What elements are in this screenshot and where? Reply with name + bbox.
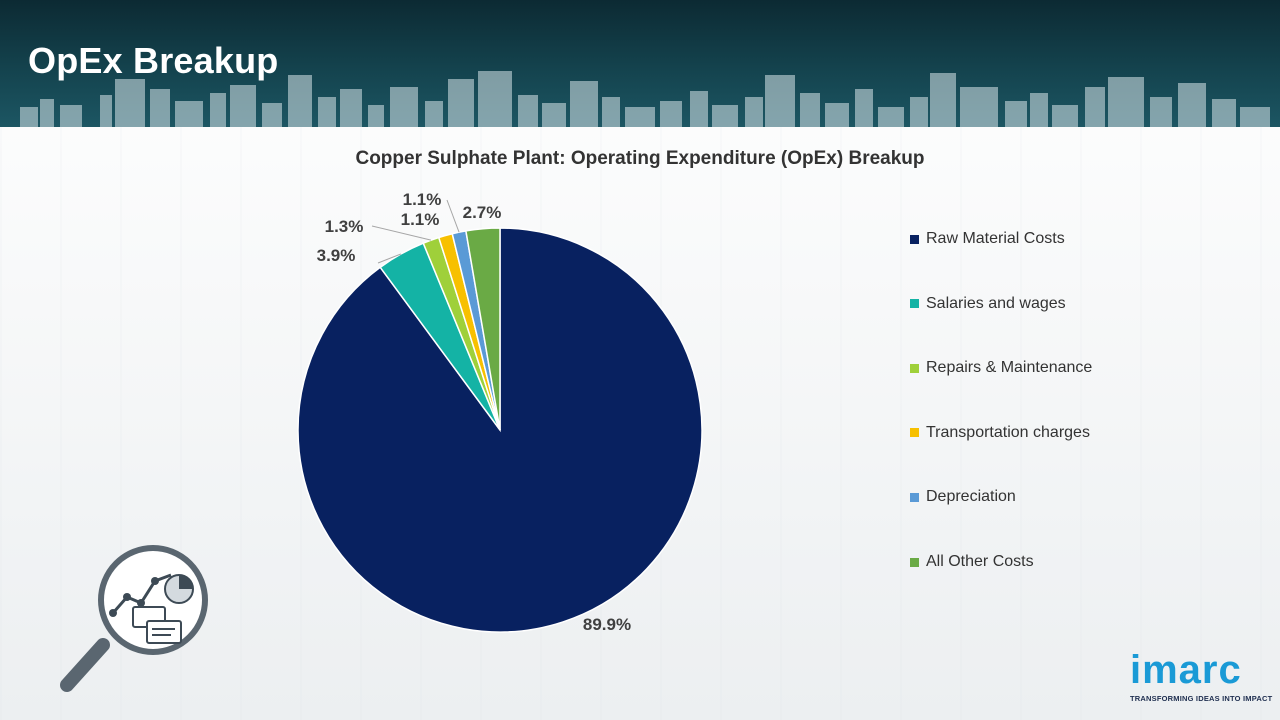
legend-swatch	[910, 299, 919, 309]
legend-item-raw-material-costs: Raw Material Costs	[910, 227, 1065, 251]
data-label-transportation-charges: 1.1%	[401, 210, 440, 229]
logo-tagline: TRANSFORMING IDEAS INTO IMPACT	[1130, 694, 1273, 703]
pie-slice-all-other-costs	[465, 227, 501, 431]
legend-item-transportation-charges: Transportation charges	[910, 421, 1090, 445]
legend-label: Repairs & Maintenance	[926, 359, 1093, 377]
legend-item-repairs-and-maintenance: Repairs & Maintenance	[910, 356, 1092, 380]
data-label-salaries-and-wages: 3.9%	[317, 246, 356, 265]
header-banner: OpEx Breakup	[0, 0, 1280, 127]
legend-label: Transportation charges	[926, 423, 1090, 441]
legend-item-salaries-and-wages: Salaries and wages	[910, 292, 1066, 316]
legend-item-all-other-costs: All Other Costs	[910, 550, 1034, 574]
data-label-repairs-and-maintenance: 1.3%	[325, 217, 364, 236]
legend-label: Depreciation	[926, 488, 1016, 506]
data-label-all-other-costs: 2.7%	[463, 203, 502, 222]
legend-swatch	[910, 492, 919, 502]
legend-swatch	[910, 428, 919, 438]
leader-line-depreciation	[446, 199, 460, 233]
legend-swatch	[910, 557, 919, 567]
legend-item-depreciation: Depreciation	[910, 485, 1016, 509]
legend-label: Raw Material Costs	[926, 230, 1065, 247]
legend-label: Salaries and wages	[926, 294, 1066, 312]
data-label-raw-material-costs: 89.9%	[583, 615, 631, 634]
page-title: OpEx Breakup	[28, 40, 279, 81]
chart-title: Copper Sulphate Plant: Operating Expendi…	[355, 148, 925, 169]
leader-line-salaries-and-wages	[377, 253, 402, 264]
data-label-depreciation: 1.1%	[403, 190, 442, 209]
imarc-logo: imarc TRANSFORMING IDEAS INTO IMPACT	[1130, 650, 1275, 703]
leader-line-repairs-and-maintenance	[371, 225, 432, 241]
logo-word: imarc	[1130, 648, 1242, 692]
legend-label: All Other Costs	[926, 553, 1034, 570]
legend-swatch	[910, 234, 919, 244]
skyline-decoration	[20, 71, 1270, 127]
legend-swatch	[910, 363, 919, 373]
analytics-magnifier-icon	[60, 545, 208, 692]
